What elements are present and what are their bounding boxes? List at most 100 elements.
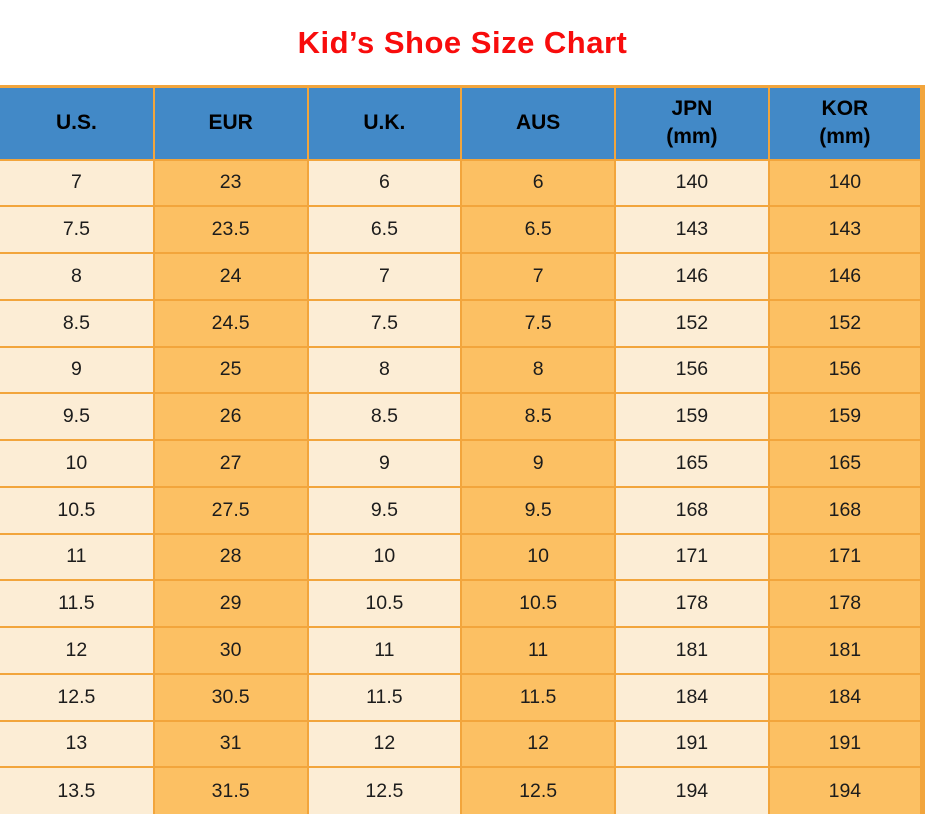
table-row: 12.5 30.5 11.5 11.5 184 184 — [0, 672, 925, 722]
table-cell-eur: 29 — [152, 579, 309, 628]
table-cell-eur: 30.5 — [152, 672, 309, 722]
table-cell-uk: 8.5 — [306, 392, 463, 441]
table-cell-kor: 181 — [767, 626, 925, 675]
table-cell-eur: 25 — [152, 345, 309, 395]
table-cell-jpn: 191 — [614, 719, 770, 769]
table-cell-uk: 6 — [306, 158, 463, 208]
table-cell-jpn: 181 — [614, 626, 770, 675]
table-cell-jpn: 168 — [614, 485, 770, 535]
table-cell-kor: 143 — [767, 205, 925, 254]
table-cell-aus: 11 — [460, 626, 616, 675]
table-cell-eur: 30 — [152, 626, 309, 675]
shoe-size-table: U.S. EUR U.K. AUS JPN (mm) KOR (mm) 7 23 6 6 140 140… — [0, 85, 925, 814]
table-cell-jpn: 194 — [614, 766, 770, 814]
table-row: 12 30 11 11 181 181 — [0, 626, 925, 675]
title-bar: Kid’s Shoe Size Chart — [0, 0, 925, 85]
table-cell-kor: 156 — [767, 345, 925, 395]
table-cell-us: 10 — [0, 439, 155, 488]
table-cell-eur: 26 — [152, 392, 309, 441]
table-cell-eur: 31 — [152, 719, 309, 769]
table-cell-uk: 9.5 — [306, 485, 463, 535]
table-cell-us: 8 — [0, 252, 155, 301]
column-header-kor: KOR (mm) — [767, 85, 925, 161]
column-header-uk: U.K. — [306, 85, 463, 161]
table-cell-kor: 159 — [767, 392, 925, 441]
table-cell-eur: 24 — [152, 252, 309, 301]
table-body: 7 23 6 6 140 140 7.5 23.5 6.5 6.5 143 143 8 24 7 7 146 14… — [0, 158, 925, 814]
table-row: 9 25 8 8 156 156 — [0, 345, 925, 395]
table-cell-uk: 11 — [306, 626, 463, 675]
table-cell-us: 10.5 — [0, 485, 155, 535]
table-row: 11 28 10 10 171 171 — [0, 532, 925, 582]
table-cell-eur: 27 — [152, 439, 309, 488]
table-cell-kor: 140 — [767, 158, 925, 208]
table-row: 8 24 7 7 146 146 — [0, 252, 925, 301]
column-header-line: JPN — [671, 96, 713, 120]
column-header-line: EUR — [208, 111, 253, 135]
table-cell-uk: 12 — [306, 719, 463, 769]
table-cell-aus: 9 — [460, 439, 616, 488]
table-header: U.S. EUR U.K. AUS JPN (mm) KOR (mm) — [0, 85, 925, 161]
table-cell-aus: 11.5 — [460, 672, 616, 722]
table-cell-uk: 11.5 — [306, 672, 463, 722]
table-cell-jpn: 165 — [614, 439, 770, 488]
table-cell-kor: 184 — [767, 672, 925, 722]
table-cell-us: 12.5 — [0, 672, 155, 722]
table-cell-us: 13.5 — [0, 766, 155, 814]
table-cell-jpn: 159 — [614, 392, 770, 441]
table-cell-kor: 165 — [767, 439, 925, 488]
table-cell-us: 12 — [0, 626, 155, 675]
table-cell-aus: 7.5 — [460, 298, 616, 348]
table-cell-aus: 12.5 — [460, 766, 616, 814]
table-cell-eur: 23.5 — [152, 205, 309, 254]
table-cell-uk: 7.5 — [306, 298, 463, 348]
table-cell-us: 11 — [0, 532, 155, 582]
table-row: 7.5 23.5 6.5 6.5 143 143 — [0, 205, 925, 254]
column-header-jpn: JPN (mm) — [614, 85, 770, 161]
table-cell-uk: 9 — [306, 439, 463, 488]
table-cell-jpn: 156 — [614, 345, 770, 395]
table-cell-us: 9.5 — [0, 392, 155, 441]
table-row: 11.5 29 10.5 10.5 178 178 — [0, 579, 925, 628]
table-cell-kor: 152 — [767, 298, 925, 348]
table-cell-uk: 7 — [306, 252, 463, 301]
column-header-aus: AUS — [460, 85, 616, 161]
table-cell-uk: 10.5 — [306, 579, 463, 628]
table-cell-kor: 171 — [767, 532, 925, 582]
table-cell-aus: 9.5 — [460, 485, 616, 535]
table-row: 7 23 6 6 140 140 — [0, 158, 925, 208]
table-cell-us: 7.5 — [0, 205, 155, 254]
table-cell-aus: 10.5 — [460, 579, 616, 628]
column-header-line: U.S. — [55, 111, 97, 135]
table-cell-kor: 178 — [767, 579, 925, 628]
column-header-line: (mm) — [819, 125, 871, 149]
table-cell-jpn: 171 — [614, 532, 770, 582]
column-header-line: AUS — [515, 111, 561, 135]
table-row: 10 27 9 9 165 165 — [0, 439, 925, 488]
table-cell-jpn: 152 — [614, 298, 770, 348]
table-cell-us: 11.5 — [0, 579, 155, 628]
table-cell-us: 13 — [0, 719, 155, 769]
column-header-line: KOR — [821, 96, 869, 120]
table-cell-eur: 27.5 — [152, 485, 309, 535]
table-cell-kor: 191 — [767, 719, 925, 769]
table-row: 13 31 12 12 191 191 — [0, 719, 925, 769]
table-cell-eur: 28 — [152, 532, 309, 582]
table-cell-eur: 31.5 — [152, 766, 309, 814]
table-cell-aus: 12 — [460, 719, 616, 769]
table-cell-jpn: 184 — [614, 672, 770, 722]
header-row: U.S. EUR U.K. AUS JPN (mm) KOR (mm) — [0, 85, 925, 161]
table-cell-uk: 10 — [306, 532, 463, 582]
column-header-eur: EUR — [152, 85, 309, 161]
table-cell-jpn: 140 — [614, 158, 770, 208]
column-header-line: (mm) — [666, 125, 718, 149]
page-title: Kid’s Shoe Size Chart — [297, 24, 628, 60]
table-cell-uk: 12.5 — [306, 766, 463, 814]
column-header-line: U.K. — [363, 111, 406, 135]
table-row: 9.5 26 8.5 8.5 159 159 — [0, 392, 925, 441]
table-cell-jpn: 178 — [614, 579, 770, 628]
table-cell-us: 7 — [0, 158, 155, 208]
table-cell-jpn: 146 — [614, 252, 770, 301]
table-row: 8.5 24.5 7.5 7.5 152 152 — [0, 298, 925, 348]
